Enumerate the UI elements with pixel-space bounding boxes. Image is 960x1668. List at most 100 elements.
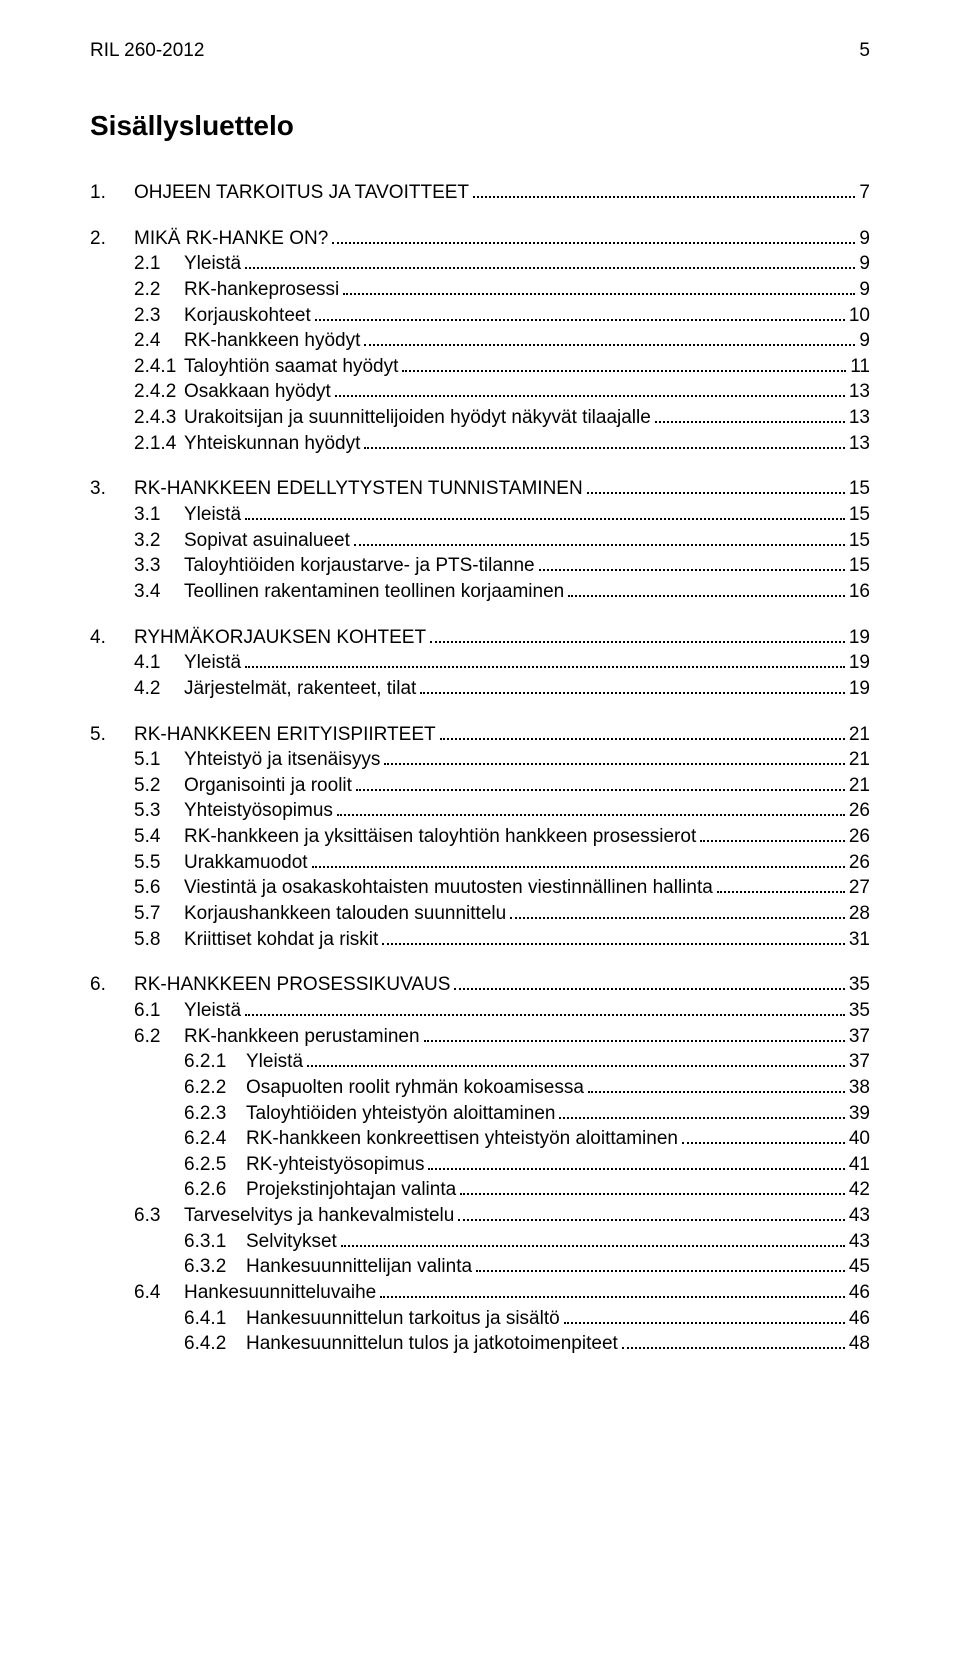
toc-entry: 2.2RK-hankeprosessi9 bbox=[90, 277, 870, 303]
toc-entry: 5.8Kriittiset kohdat ja riskit31 bbox=[90, 927, 870, 953]
toc-leader-dots bbox=[245, 518, 845, 520]
toc-entry: 4.RYHMÄKORJAUKSEN KOHTEET19 bbox=[90, 625, 870, 651]
toc-entry-page: 46 bbox=[849, 1306, 870, 1332]
toc-leader-dots bbox=[510, 917, 845, 919]
toc-entry-label: Urakkamuodot bbox=[184, 850, 308, 876]
toc-entry: 1.OHJEEN TARKOITUS JA TAVOITTEET7 bbox=[90, 180, 870, 206]
toc-entry-number: 3.2 bbox=[134, 528, 184, 554]
toc-entry: 2.MIKÄ RK-HANKE ON?9 bbox=[90, 226, 870, 252]
toc-leader-dots bbox=[430, 641, 845, 643]
toc-entry-page: 13 bbox=[849, 379, 870, 405]
toc-entry: 6.2.2Osapuolten roolit ryhmän kokoamises… bbox=[90, 1075, 870, 1101]
toc-entry-page: 15 bbox=[849, 502, 870, 528]
toc-entry-page: 9 bbox=[859, 277, 870, 303]
toc-entry-page: 37 bbox=[849, 1049, 870, 1075]
toc-entry-number: 5. bbox=[90, 722, 134, 748]
toc-entry-page: 15 bbox=[849, 528, 870, 554]
toc-entry-number: 3.1 bbox=[134, 502, 184, 528]
toc-entry: 6.RK-HANKKEEN PROSESSIKUVAUS35 bbox=[90, 972, 870, 998]
toc-entry: 2.4.2Osakkaan hyödyt13 bbox=[90, 379, 870, 405]
toc-entry: 6.4.1Hankesuunnittelun tarkoitus ja sisä… bbox=[90, 1306, 870, 1332]
toc-entry-page: 13 bbox=[849, 431, 870, 457]
toc-entry-label: Yhteistyösopimus bbox=[184, 798, 333, 824]
toc-entry: 2.4.1Taloyhtiön saamat hyödyt11 bbox=[90, 354, 870, 380]
toc-entry-page: 19 bbox=[849, 625, 870, 651]
toc-entry-number: 2.4.3 bbox=[134, 405, 184, 431]
toc-leader-dots bbox=[245, 666, 845, 668]
toc-container: 1.OHJEEN TARKOITUS JA TAVOITTEET72.MIKÄ … bbox=[90, 180, 870, 1357]
toc-entry-label: Projekstinjohtajan valinta bbox=[246, 1177, 456, 1203]
toc-entry-page: 46 bbox=[849, 1280, 870, 1306]
toc-entry-number: 6.3 bbox=[134, 1203, 184, 1229]
toc-entry-number: 6.4 bbox=[134, 1280, 184, 1306]
toc-entry-page: 43 bbox=[849, 1229, 870, 1255]
toc-entry-number: 6.1 bbox=[134, 998, 184, 1024]
toc-leader-dots bbox=[564, 1322, 845, 1324]
toc-leader-dots bbox=[440, 738, 845, 740]
toc-entry: 5.2Organisointi ja roolit21 bbox=[90, 773, 870, 799]
toc-entry: 6.2.3Taloyhtiöiden yhteistyön aloittamin… bbox=[90, 1101, 870, 1127]
toc-entry-label: Urakoitsijan ja suunnittelijoiden hyödyt… bbox=[184, 405, 651, 431]
toc-entry-label: Taloyhtiön saamat hyödyt bbox=[184, 354, 398, 380]
toc-entry-label: Yleistä bbox=[184, 650, 241, 676]
toc-entry-number: 2.4 bbox=[134, 328, 184, 354]
toc-leader-dots bbox=[332, 242, 855, 244]
toc-leader-dots bbox=[454, 988, 844, 990]
toc-entry: 6.2RK-hankkeen perustaminen 37 bbox=[90, 1024, 870, 1050]
toc-entry-page: 13 bbox=[849, 405, 870, 431]
page-header: RIL 260-2012 5 bbox=[90, 40, 870, 62]
toc-entry-label: RK-HANKKEEN PROSESSIKUVAUS bbox=[134, 972, 450, 998]
toc-entry-label: RK-hankkeen perustaminen bbox=[184, 1024, 420, 1050]
toc-entry-label: Viestintä ja osakaskohtaisten muutosten … bbox=[184, 875, 713, 901]
toc-entry-label: Korjaushankkeen talouden suunnittelu bbox=[184, 901, 506, 927]
toc-entry-number: 5.8 bbox=[134, 927, 184, 953]
toc-entry-page: 35 bbox=[849, 972, 870, 998]
toc-entry-number: 6.2.2 bbox=[184, 1075, 246, 1101]
toc-entry-page: 19 bbox=[849, 676, 870, 702]
toc-entry-number: 2.3 bbox=[134, 303, 184, 329]
toc-leader-dots bbox=[655, 421, 845, 423]
toc-leader-dots bbox=[476, 1270, 845, 1272]
toc-entry-number: 4. bbox=[90, 625, 134, 651]
toc-entry-label: RK-yhteistyösopimus bbox=[246, 1152, 424, 1178]
toc-entry: 3.RK-HANKKEEN EDELLYTYSTEN TUNNISTAMINEN… bbox=[90, 476, 870, 502]
toc-entry-page: 7 bbox=[859, 180, 870, 206]
toc-entry-label: RK-hankkeen ja yksittäisen taloyhtiön ha… bbox=[184, 824, 696, 850]
toc-entry: 5.1Yhteistyö ja itsenäisyys21 bbox=[90, 747, 870, 773]
toc-leader-dots bbox=[402, 370, 846, 372]
toc-entry-label: Yhteiskunnan hyödyt bbox=[184, 431, 360, 457]
toc-leader-dots bbox=[420, 692, 845, 694]
toc-entry: 5.3Yhteistyösopimus26 bbox=[90, 798, 870, 824]
toc-leader-dots bbox=[335, 395, 845, 397]
toc-leader-dots bbox=[539, 569, 845, 571]
toc-entry-number: 6.2.4 bbox=[184, 1126, 246, 1152]
toc-entry-page: 37 bbox=[849, 1024, 870, 1050]
toc-entry-number: 6.2.5 bbox=[184, 1152, 246, 1178]
toc-entry-page: 28 bbox=[849, 901, 870, 927]
toc-entry-number: 6.2 bbox=[134, 1024, 184, 1050]
toc-entry-page: 27 bbox=[849, 875, 870, 901]
toc-entry-label: Hankesuunnittelun tulos ja jatkotoimenpi… bbox=[246, 1331, 618, 1357]
toc-entry-label: Taloyhtiöiden yhteistyön aloittaminen bbox=[246, 1101, 555, 1127]
toc-leader-dots bbox=[307, 1065, 845, 1067]
toc-entry-number: 6.2.1 bbox=[184, 1049, 246, 1075]
toc-entry-label: RK-hankkeen konkreettisen yhteistyön alo… bbox=[246, 1126, 678, 1152]
toc-entry-page: 21 bbox=[849, 747, 870, 773]
toc-entry-label: RK-HANKKEEN EDELLYTYSTEN TUNNISTAMINEN bbox=[134, 476, 583, 502]
toc-entry-number: 2.2 bbox=[134, 277, 184, 303]
toc-entry-page: 26 bbox=[849, 798, 870, 824]
toc-entry-label: Kriittiset kohdat ja riskit bbox=[184, 927, 378, 953]
toc-entry-page: 19 bbox=[849, 650, 870, 676]
toc-leader-dots bbox=[682, 1142, 845, 1144]
toc-entry-label: OHJEEN TARKOITUS JA TAVOITTEET bbox=[134, 180, 469, 206]
toc-entry-label: Organisointi ja roolit bbox=[184, 773, 352, 799]
toc-entry-label: RK-HANKKEEN ERITYISPIIRTEET bbox=[134, 722, 436, 748]
toc-entry-page: 9 bbox=[859, 328, 870, 354]
toc-entry: 2.3Korjauskohteet10 bbox=[90, 303, 870, 329]
toc-entry-label: Osakkaan hyödyt bbox=[184, 379, 331, 405]
toc-entry-number: 4.2 bbox=[134, 676, 184, 702]
toc-entry-page: 26 bbox=[849, 824, 870, 850]
toc-entry-number: 2. bbox=[90, 226, 134, 252]
toc-entry-page: 16 bbox=[849, 579, 870, 605]
toc-entry: 6.2.5RK-yhteistyösopimus41 bbox=[90, 1152, 870, 1178]
